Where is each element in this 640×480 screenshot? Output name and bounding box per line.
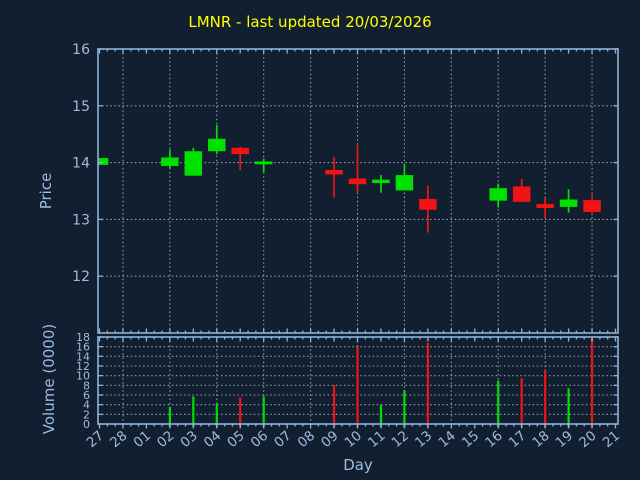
candle-body	[583, 200, 601, 213]
volume-tick-label: 0	[83, 418, 90, 431]
volume-tick-label: 18	[76, 331, 90, 344]
day-tick-label: 01	[131, 428, 154, 451]
day-tick-label: 11	[365, 428, 388, 451]
candle-day-12	[395, 164, 414, 191]
candle-body	[372, 179, 390, 184]
day-axis-label: Day	[343, 456, 373, 474]
day-tick-label: 08	[295, 428, 318, 451]
candle-day-02	[161, 149, 179, 169]
day-tick-label: 06	[248, 428, 271, 451]
chart-title: LMNR - last updated 20/03/2026	[188, 13, 432, 31]
candle-body	[348, 178, 367, 185]
candle-day-13	[419, 185, 437, 233]
candle-day-05	[231, 146, 249, 170]
day-tick-label: 20	[576, 428, 599, 451]
price-axis-label: Price	[37, 172, 55, 210]
candle-body	[325, 169, 343, 175]
volume-bars	[168, 337, 594, 427]
candle-body	[231, 147, 249, 155]
price-tick-label: 15	[72, 99, 90, 115]
volume-tick-label: 14	[76, 350, 90, 363]
candle-day-11	[372, 175, 390, 193]
day-tick-label: 13	[412, 428, 435, 451]
candle-day-18	[536, 197, 554, 219]
price-tick-label: 12	[72, 269, 90, 285]
day-tick-label: 27	[84, 428, 107, 451]
candle-day-20	[583, 194, 601, 216]
candle-day-06	[254, 158, 273, 173]
volume-tick-label: 16	[76, 341, 90, 354]
price-tick-label: 16	[72, 42, 90, 58]
day-tick-label: 17	[506, 428, 529, 451]
candle-body	[184, 151, 203, 176]
tick-marks	[98, 48, 618, 429]
day-tick-label: 19	[553, 428, 576, 451]
volume-tick-label: 12	[76, 360, 90, 373]
candle-body	[559, 199, 578, 207]
candle-day-10	[348, 145, 367, 193]
candle-body	[254, 161, 273, 165]
volume-tick-label: 8	[83, 379, 90, 392]
candle-body	[536, 204, 554, 209]
day-tick-label: 21	[600, 428, 623, 451]
volume-tick-label: 2	[83, 408, 90, 421]
volume-tick-label: 4	[83, 399, 90, 412]
candle-body	[98, 158, 109, 165]
candle-day-03	[184, 147, 203, 176]
day-tick-label: 04	[201, 428, 224, 451]
candle-body	[512, 186, 531, 202]
candle-body	[208, 138, 226, 152]
candle-day-04	[208, 125, 226, 155]
candle-body	[419, 198, 437, 210]
day-tick-label: 14	[435, 428, 458, 451]
candle-day-19	[559, 189, 578, 213]
day-tick-label: 09	[318, 428, 341, 451]
price-tick-label: 13	[72, 212, 90, 228]
candle-body	[489, 188, 507, 201]
volume-axis-label: Volume (0000)	[40, 323, 58, 435]
price-tick-label: 14	[72, 156, 90, 172]
day-tick-label: 03	[177, 428, 200, 451]
volume-tick-label: 6	[83, 389, 90, 402]
volume-tick-label: 10	[76, 370, 90, 383]
day-tick-label: 15	[459, 428, 482, 451]
candles	[98, 125, 601, 233]
day-tick-label: 02	[154, 428, 177, 451]
candle-day-09	[325, 156, 343, 198]
candle-day-17	[512, 179, 531, 202]
day-tick-label: 05	[224, 428, 247, 451]
day-tick-label: 12	[389, 428, 412, 451]
day-tick-label: 16	[482, 428, 505, 451]
candle-body	[161, 157, 179, 167]
day-tick-label: 10	[342, 428, 365, 451]
candle-day-27	[98, 158, 109, 165]
day-tick-label: 07	[271, 428, 294, 451]
day-tick-label: 28	[107, 428, 130, 451]
candle-body	[395, 175, 414, 191]
candle-day-16	[489, 183, 507, 208]
day-tick-label: 18	[529, 428, 552, 451]
